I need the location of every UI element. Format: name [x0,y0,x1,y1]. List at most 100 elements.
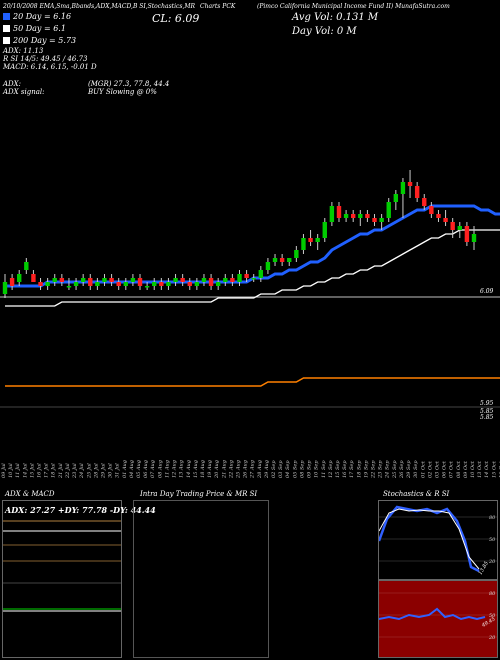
candle-body [88,278,93,286]
ma50-label: 50 Day = 6.1 [13,24,66,33]
candle-body [52,278,57,282]
date-label: 29 Aug [264,460,270,479]
candle-body [358,214,363,218]
date-label: 17 Jul [44,463,50,478]
candle-body [166,282,171,286]
stoch-last-value: 13.85 [478,561,490,576]
candle-body [208,278,214,286]
date-label: 26 Aug [243,460,249,479]
candle-body [201,278,207,282]
ma50-swatch [3,25,10,32]
candle-body [59,278,65,282]
price-label-upper: 6.09 [480,288,494,295]
date-label: 14 Oct [484,460,490,478]
rsi-tick: 20 [488,635,496,641]
date-label: 02 Oct [427,460,433,478]
info-signal: ADX signal: [3,88,45,96]
candle-body [109,278,114,282]
candle-body [73,282,79,286]
candle-body [471,234,477,242]
date-label: 10 Jul [8,463,14,478]
candle-body [329,206,335,222]
date-label: 09 Jul [1,463,7,478]
date-label: 08 Aug [157,460,163,478]
date-label: 07 Aug [150,460,156,478]
intraday-panel-title: Intra Day Trading Price & MR SI [140,490,258,498]
stoch-tick: 80 [489,515,496,521]
date-label: 04 Sep [285,460,291,478]
date-label: 15 Oct [491,460,497,478]
date-label: 24 Jul [79,463,85,479]
candle-body [315,238,320,242]
stoch-tick: 20 [488,559,496,565]
candle-body [365,214,370,218]
candle-body [279,258,285,262]
date-label: 08 Oct [456,460,462,478]
date-label: 29 Jul [100,463,106,479]
date-label: 23 Sep [378,460,384,479]
date-label: 30 Sep [413,460,419,478]
date-label: 25 Aug [236,460,242,479]
date-label: 06 Aug [143,460,149,478]
candle-body [429,206,434,214]
legend-macd: MACD: 6.14, 6.15, -0.01 D [3,63,97,71]
date-label: 06 Oct [442,460,448,478]
info-adx-value: (MGR) 27.3, 77.8, 44.4 [88,80,170,88]
candle-body [457,226,462,230]
ema200-line [5,377,500,387]
legend-ma20: 20 Day = 6.16 [3,12,71,21]
candle-body [379,218,384,222]
candle-body [80,278,86,282]
candle-body [144,286,150,288]
date-label: 18 Sep [356,460,362,478]
candle-body [265,262,271,270]
date-label: 09 Oct [463,460,469,478]
date-label: 01 Oct [420,460,426,478]
date-label: 25 Sep [392,460,398,479]
date-label: 17 Sep [349,460,355,478]
ma20-label: 20 Day = 6.16 [13,12,72,21]
candle-body [187,282,192,286]
candle-body [393,194,399,202]
candle-body [130,278,136,282]
candle-body [223,278,228,282]
candle-body [308,238,313,242]
stoch-panel-title: Stochastics & R SI [383,490,450,498]
candle-body [436,214,441,218]
date-label: 11 Aug [164,460,170,478]
candle-body [294,250,299,258]
date-label: 02 Sep [271,460,277,478]
date-label: 08 Sep [299,460,305,478]
candle-body [66,286,72,288]
price-label-mid2: 5.85 [480,408,494,415]
candle-body [9,278,15,286]
date-label: 21 Aug [221,460,227,479]
candle-body [17,274,22,282]
price-label-mid1: 5.95 [480,400,494,407]
intraday-panel [133,500,269,658]
candle-body [343,214,349,218]
date-label: 05 Aug [136,460,142,478]
legend-ma50: 50 Day = 6.1 [3,24,66,33]
candle-body [287,258,292,262]
price-label-mid3: 5.85 [480,414,494,421]
close-price: CL: 6.09 [152,12,200,25]
candle-body [322,222,327,238]
header-fund-name: (Pimco California Municipal Income Fund … [257,3,450,10]
date-label: 18 Jul [51,463,57,478]
candle-body [194,282,200,286]
date-label: 13 Aug [179,460,185,478]
candle-body [31,274,36,282]
candle-body [407,182,413,186]
candle-body [251,278,256,280]
price-chart: 09 Jul 10 Jul 11 Jul 14 Jul 15 Jul 16 Jul 17 J… [0,170,500,479]
candle-body [258,270,264,278]
rsi-tick: 50 [489,613,496,619]
info-adx: ADX: [3,80,22,88]
date-label: 22 Jul [65,463,71,479]
candle-body [230,278,235,282]
candle-body [38,282,43,286]
candle-body [95,282,100,286]
date-label: 26 Sep [399,460,405,479]
